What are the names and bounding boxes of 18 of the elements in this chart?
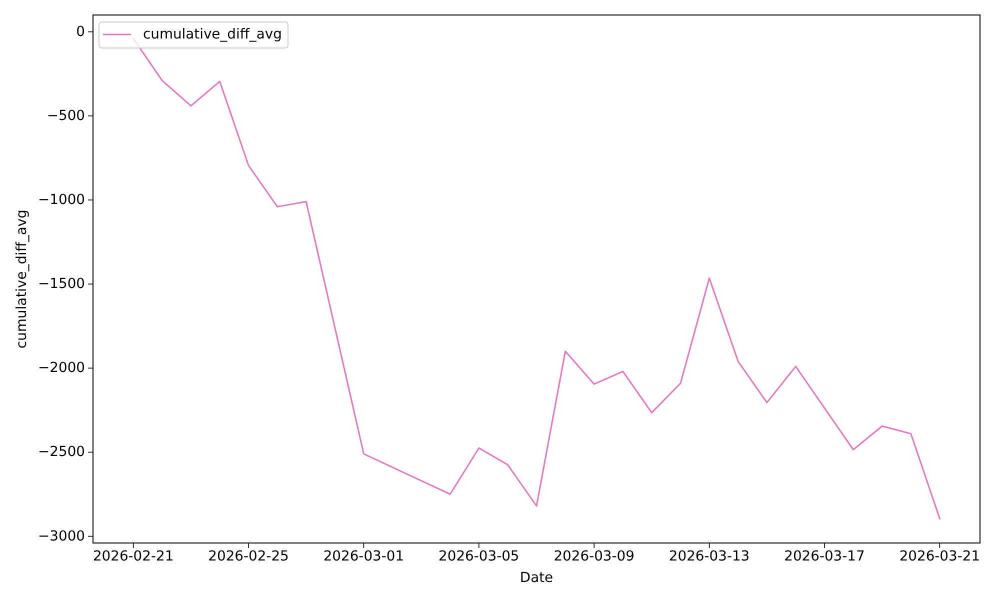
x-tick-label: 2026-03-13 [668, 548, 750, 565]
x-tick-label: 2026-03-17 [784, 548, 865, 565]
x-tick-label: 2026-03-01 [323, 548, 404, 565]
y-tick-label: −1500 [38, 276, 85, 292]
y-tick-label: −2000 [38, 360, 85, 376]
x-tick-label: 2026-02-21 [92, 548, 174, 565]
y-tick-label: 0 [76, 24, 85, 40]
y-tick-label: −2500 [38, 444, 85, 460]
x-tick-label: 2026-03-21 [899, 548, 980, 565]
x-tick-label: 2026-03-05 [438, 548, 520, 565]
legend-label: cumulative_diff_avg [143, 26, 282, 42]
x-tick-label: 2026-02-25 [208, 548, 289, 565]
x-tick-label: 2026-03-09 [554, 548, 634, 565]
y-tick-label: −1000 [38, 192, 85, 208]
y-axis-title: cumulative_diff_avg [14, 210, 30, 348]
y-tick-label: −500 [46, 108, 85, 124]
y-tick-label: −3000 [38, 528, 85, 544]
x-axis-title: Date [520, 570, 554, 586]
